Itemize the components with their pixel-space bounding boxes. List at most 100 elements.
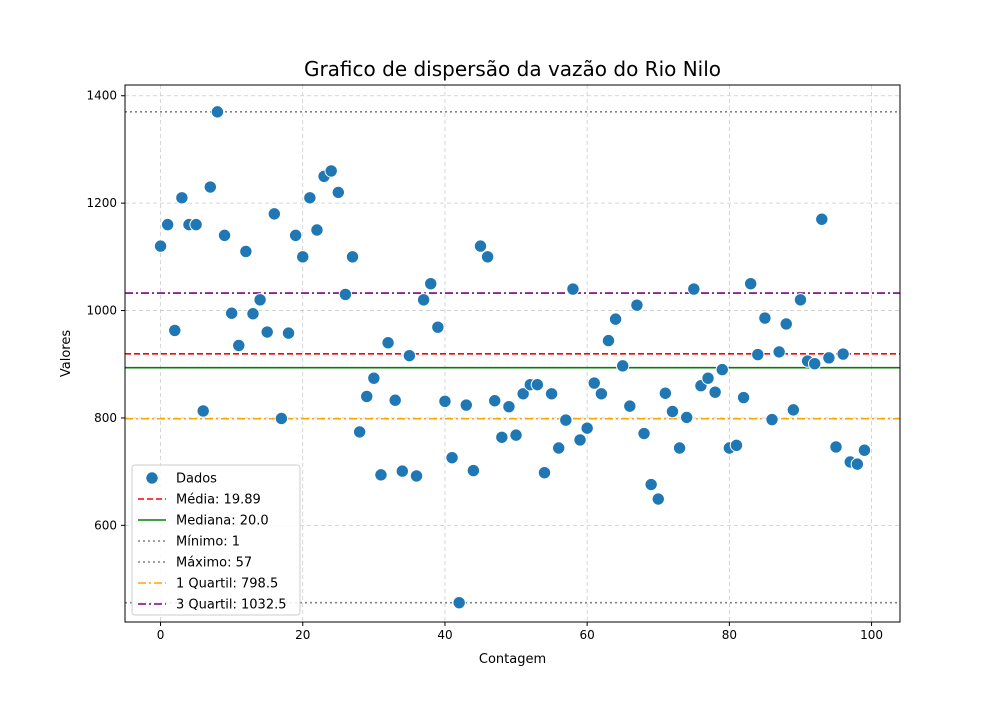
data-point bbox=[402, 348, 417, 363]
data-point bbox=[509, 428, 523, 442]
data-point bbox=[857, 443, 872, 457]
plot-area-frame bbox=[124, 84, 901, 623]
data-point bbox=[210, 105, 225, 119]
data-point bbox=[196, 404, 210, 418]
data-point bbox=[224, 306, 239, 320]
x-tick-label: 60 bbox=[580, 628, 595, 642]
data-point bbox=[644, 477, 658, 492]
data-point bbox=[296, 250, 310, 264]
data-point bbox=[530, 377, 545, 392]
data-point bbox=[459, 398, 473, 412]
data-point bbox=[466, 463, 481, 478]
data-point bbox=[281, 326, 296, 340]
data-point bbox=[303, 191, 317, 205]
data-point bbox=[552, 441, 566, 455]
data-point bbox=[765, 412, 779, 427]
data-point bbox=[544, 387, 559, 401]
y-axis-label: Valores bbox=[59, 330, 74, 377]
data-point bbox=[758, 311, 772, 325]
legend-label: Máximo: 57 bbox=[176, 556, 252, 571]
data-point bbox=[381, 336, 395, 350]
data-point bbox=[360, 389, 374, 404]
data-point bbox=[672, 441, 687, 455]
data-point bbox=[253, 293, 267, 307]
data-point bbox=[324, 164, 338, 178]
data-point bbox=[246, 307, 260, 321]
data-point bbox=[424, 276, 438, 291]
legend-frame bbox=[131, 464, 301, 616]
data-point bbox=[786, 403, 801, 417]
data-point bbox=[815, 212, 829, 226]
legend-label: Mínimo: 1 bbox=[176, 535, 240, 550]
data-point bbox=[388, 393, 402, 407]
data-point bbox=[751, 347, 765, 362]
data-point bbox=[587, 376, 601, 390]
data-point bbox=[715, 362, 729, 377]
data-point bbox=[352, 425, 367, 439]
data-point bbox=[594, 387, 609, 401]
y-tick-label: 800 bbox=[94, 411, 117, 425]
x-axis-ticks: 0 20 40 60 80 100 bbox=[157, 622, 883, 642]
x-axis-label: Contagem bbox=[479, 652, 546, 667]
x-tick-label: 80 bbox=[722, 628, 737, 642]
data-point bbox=[708, 385, 722, 399]
data-point bbox=[502, 399, 516, 414]
data-point bbox=[217, 228, 232, 243]
data-point bbox=[736, 390, 751, 405]
data-point bbox=[488, 394, 502, 408]
data-points bbox=[153, 105, 872, 610]
data-point bbox=[345, 250, 360, 264]
data-point bbox=[608, 312, 623, 326]
data-point bbox=[374, 468, 388, 482]
legend-label: Dados bbox=[176, 472, 217, 487]
data-point bbox=[637, 426, 651, 441]
data-point bbox=[331, 185, 346, 200]
data-point bbox=[232, 338, 246, 353]
data-point bbox=[850, 457, 865, 471]
data-point bbox=[601, 333, 616, 348]
data-point bbox=[260, 325, 274, 339]
data-point bbox=[687, 282, 701, 296]
data-point bbox=[822, 351, 836, 365]
data-point bbox=[395, 464, 409, 478]
data-point bbox=[580, 421, 594, 435]
legend-label: Média: 19.89 bbox=[176, 493, 261, 508]
data-point bbox=[836, 347, 850, 361]
data-point bbox=[473, 239, 488, 253]
data-point bbox=[658, 386, 673, 400]
data-point bbox=[153, 239, 168, 253]
data-point bbox=[537, 466, 552, 480]
y-axis-ticks: 600 800 1000 1200 1400 bbox=[86, 89, 125, 532]
data-point bbox=[559, 413, 573, 427]
data-point bbox=[310, 223, 324, 237]
data-point bbox=[288, 228, 303, 243]
data-point bbox=[409, 469, 424, 483]
data-point bbox=[772, 345, 786, 359]
legend: Dados Média: 19.89 Mediana: 20.0 Mínimo: 1 M… bbox=[131, 464, 301, 616]
legend-marker bbox=[145, 471, 159, 485]
data-point bbox=[701, 371, 715, 385]
data-point bbox=[480, 250, 495, 264]
data-point bbox=[431, 320, 445, 334]
data-point bbox=[807, 357, 822, 371]
data-point bbox=[367, 371, 381, 385]
data-point bbox=[274, 411, 289, 426]
data-point bbox=[651, 492, 665, 506]
data-point bbox=[743, 276, 758, 291]
data-point bbox=[452, 595, 466, 610]
data-point bbox=[445, 450, 459, 465]
x-tick-label: 20 bbox=[295, 628, 310, 642]
legend-entries: Dados Média: 19.89 Mediana: 20.0 Mínimo: 1 M… bbox=[138, 471, 287, 613]
legend-label: Mediana: 20.0 bbox=[176, 514, 269, 529]
data-point bbox=[189, 217, 203, 232]
data-point bbox=[168, 323, 182, 338]
data-point bbox=[495, 430, 509, 444]
x-tick-label: 40 bbox=[437, 628, 452, 642]
data-point bbox=[779, 317, 793, 331]
data-point bbox=[623, 399, 637, 413]
data-point bbox=[573, 433, 587, 447]
data-point bbox=[793, 293, 808, 307]
data-point bbox=[338, 287, 353, 302]
data-point bbox=[203, 180, 218, 194]
